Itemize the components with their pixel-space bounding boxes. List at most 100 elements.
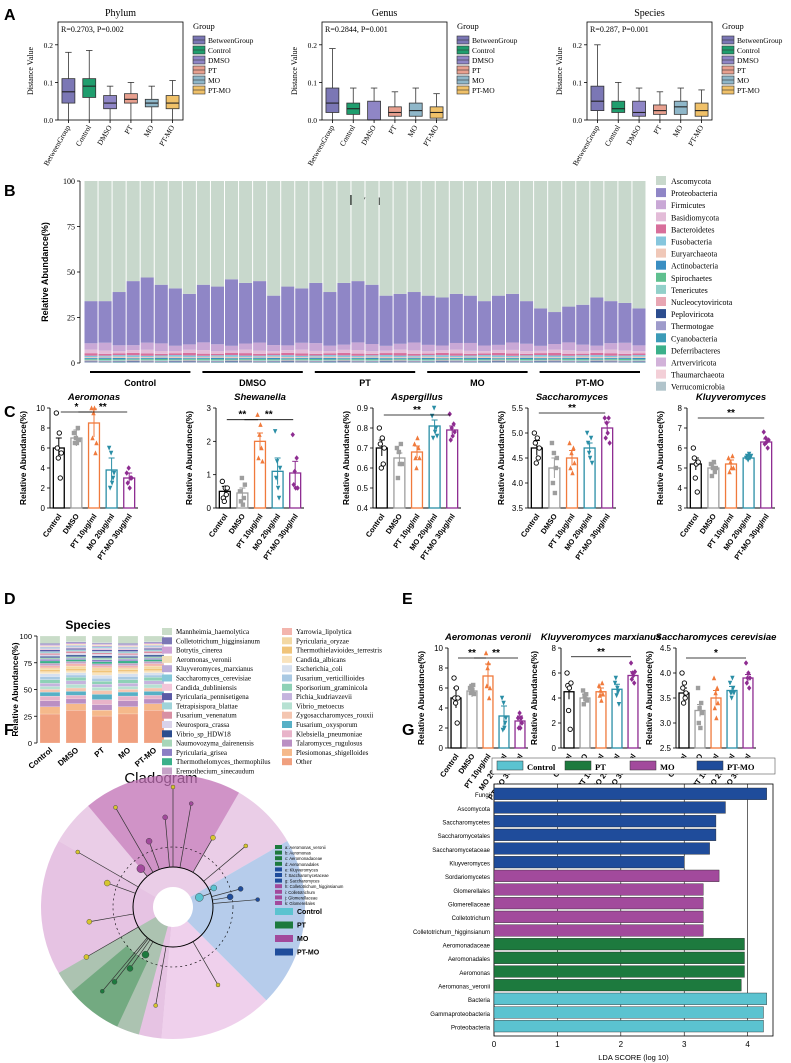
stack-segment — [590, 355, 604, 357]
stack-segment-ascomycota — [576, 181, 590, 305]
stack-segment — [39, 713, 61, 744]
stack-segment — [463, 356, 477, 358]
legend-swatch — [656, 272, 666, 282]
stack-segment — [239, 282, 253, 344]
data-point — [127, 485, 132, 491]
clade-node — [83, 954, 90, 960]
stack-segment — [65, 695, 87, 700]
group-label: DMSO — [239, 378, 266, 388]
stack-segment — [154, 351, 168, 354]
y-tick-label: 0.5 — [357, 484, 369, 493]
y-tick-label: 2 — [207, 437, 212, 446]
legend-label: BetweenGroup — [472, 36, 518, 45]
legend-label: Zygosaccharomyces_rouxii — [296, 712, 373, 720]
stack-segment — [604, 355, 618, 358]
stack-segment — [562, 342, 576, 351]
y-tick-label: 2 — [41, 484, 46, 493]
stack-segment — [491, 361, 505, 362]
stack-segment — [225, 359, 239, 360]
plot-title: Phylum — [105, 8, 136, 19]
legend-label: Thermothielavioides_terrestris — [296, 647, 382, 655]
stack-segment — [225, 355, 239, 357]
stack-segment — [407, 353, 421, 356]
stack-segment-ascomycota — [379, 181, 393, 296]
data-point — [451, 421, 456, 427]
data-point — [380, 461, 386, 467]
stack-segment — [65, 656, 87, 659]
legend-label: Cyanobacteria — [671, 334, 718, 343]
stack-segment-ascomycota — [506, 181, 520, 294]
data-point — [532, 440, 538, 446]
legend-label: MO — [297, 936, 309, 943]
stack-segment — [143, 656, 165, 659]
legend-swatch — [656, 212, 666, 222]
stack-segment — [239, 358, 253, 359]
data-point — [588, 435, 594, 441]
lda-bar — [493, 801, 726, 814]
legend-swatch — [656, 333, 666, 343]
mean-bar — [70, 437, 83, 509]
stack-segment — [449, 358, 463, 360]
stack-segment — [143, 649, 165, 652]
stack-segment — [590, 360, 604, 362]
stack-segment — [196, 356, 210, 358]
data-point — [708, 461, 714, 467]
data-point — [433, 425, 439, 431]
stack-segment-ascomycota — [632, 181, 646, 309]
stack-segment — [491, 349, 505, 353]
stack-segment — [295, 288, 309, 343]
data-point — [468, 690, 474, 696]
data-point — [581, 702, 587, 707]
data-point — [54, 445, 60, 451]
stack-segment — [117, 657, 139, 660]
stack-segment — [196, 355, 210, 357]
data-point — [241, 495, 247, 501]
stack-segment — [618, 350, 632, 354]
clade-node — [243, 843, 248, 849]
mean-bar — [563, 691, 575, 749]
stack-segment — [143, 687, 165, 692]
stack-segment — [117, 683, 139, 687]
legend-swatch — [656, 309, 666, 319]
data-point — [485, 665, 490, 671]
stack-segment-ascomycota — [112, 181, 126, 293]
stack-segment — [65, 659, 87, 662]
legend-swatch — [656, 381, 666, 391]
data-point — [76, 437, 82, 443]
data-point — [57, 475, 63, 481]
panelC-bar-kluyveromyces: Kluyveromyces 3 4 5 6 7 8 Relative Abundance(%)… — [655, 392, 775, 562]
stack-segment — [590, 358, 604, 360]
data-point — [394, 445, 400, 451]
stack-segment — [98, 350, 112, 354]
stack-segment — [604, 357, 618, 359]
stack-segment — [39, 663, 61, 666]
data-point — [631, 672, 636, 679]
stack-segment — [463, 342, 477, 351]
stack-segment — [39, 665, 61, 669]
stack-segment — [91, 635, 113, 643]
y-axis-label: Relative Abundance(%) — [341, 411, 351, 505]
panel-letter-A: A — [4, 7, 16, 24]
legend-swatch — [282, 665, 292, 673]
stack-segment — [84, 353, 98, 356]
stack-segment — [576, 357, 590, 360]
data-point — [565, 707, 572, 714]
stack-segment — [562, 353, 576, 356]
list-label: b: Aeromonas — [285, 851, 311, 856]
stack-segment — [379, 361, 393, 362]
x-tick-label: 0 — [492, 1040, 497, 1049]
x-tick-label: Control — [519, 512, 542, 539]
stack-segment — [168, 358, 182, 360]
legend-label: BetweenGroup — [737, 36, 783, 45]
data-point — [570, 470, 575, 476]
data-point — [448, 437, 453, 443]
data-point — [452, 700, 459, 706]
stack-segment — [98, 359, 112, 361]
boxplot-genus: Genus R=0.2844, P=0.001 0.0 0.1 0.2 Distance … — [290, 8, 518, 167]
stack-segment — [407, 359, 421, 361]
stack-segment-ascomycota — [309, 181, 323, 283]
data-point — [71, 430, 77, 436]
legend-swatch — [162, 739, 172, 747]
feature-label: Glomerellales — [453, 889, 490, 895]
data-point — [713, 465, 719, 471]
